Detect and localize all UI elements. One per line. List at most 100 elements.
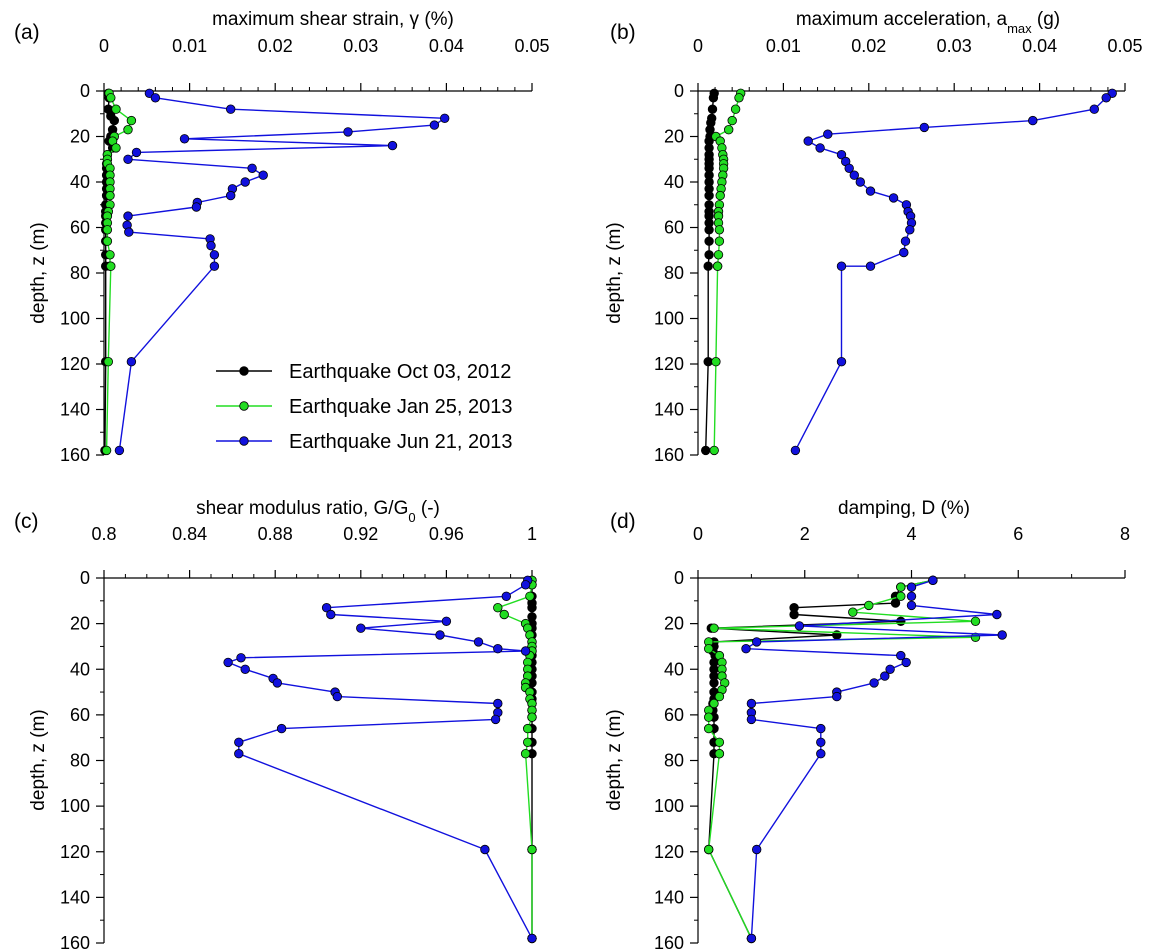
data-point-a-2	[387, 140, 398, 151]
legend-entry-jun-2013: Earthquake Jun 21, 2013	[216, 431, 513, 453]
data-point-a-2	[209, 250, 220, 260]
data-point-b-0	[704, 190, 714, 201]
data-point-d-1	[709, 623, 719, 633]
data-point-b-1	[709, 445, 719, 456]
x-tick-label-d: 4	[906, 524, 916, 544]
y-tick-label-d: 120	[654, 842, 684, 862]
data-point-a-2	[150, 93, 161, 103]
y-tick-label-c: 0	[80, 568, 90, 588]
data-point-a-1	[123, 124, 133, 135]
data-point-a-2	[179, 134, 190, 144]
data-point-b-2	[790, 445, 801, 456]
panel-label-a: (a)	[14, 21, 40, 44]
y-tick-label-d: 20	[664, 614, 684, 634]
data-point-d-1	[714, 737, 725, 748]
y-tick-label-a: 0	[80, 81, 90, 101]
data-point-b-0	[708, 93, 719, 103]
panel-a: 0 0.01 0.02 0.03 0.04 0.05 0 20 40 60 80 100 120 140 1…	[14, 9, 550, 465]
data-point-c-2	[223, 657, 233, 668]
data-point-d-1	[714, 749, 725, 759]
x-tick-label-a: 0	[99, 36, 109, 56]
y-tick-label-b: 120	[654, 354, 684, 374]
data-point-d-2	[896, 650, 906, 661]
x-tick-label-d: 6	[1013, 524, 1023, 544]
y-tick-label-b: 140	[654, 400, 684, 420]
series-c-1	[493, 575, 537, 944]
data-point-d-2	[752, 844, 762, 855]
x-tick-label-a: 0.03	[343, 36, 378, 56]
data-point-d-2	[741, 644, 751, 654]
data-point-c-1	[499, 609, 509, 620]
y-tick-label-b: 0	[674, 81, 684, 101]
data-point-a-2	[114, 445, 125, 456]
data-point-c-2	[321, 603, 332, 613]
data-point-b-1	[714, 225, 725, 235]
data-point-d-0	[890, 598, 901, 608]
legend-label-oct-2012: Earthquake Oct 03, 2012	[289, 361, 511, 383]
data-point-d-1	[704, 712, 714, 722]
x-axis-title-d: damping, D (%)	[838, 498, 970, 519]
legend-marker-oct-2012	[239, 366, 249, 376]
data-point-d-2	[906, 591, 917, 602]
x-tick-label-b: 0.05	[1107, 36, 1142, 56]
legend-marker-jun-2013	[239, 436, 249, 446]
data-point-d-1	[970, 616, 981, 627]
data-point-d-2	[746, 933, 757, 944]
data-point-c-2	[520, 646, 531, 656]
y-tick-label-c: 100	[60, 796, 90, 816]
data-point-c-1	[523, 737, 533, 748]
data-point-b-2	[1089, 104, 1100, 114]
x-tick-label-c: 1	[527, 524, 537, 544]
data-point-c-1	[523, 723, 533, 734]
y-tick-label-c: 140	[60, 887, 90, 907]
y-tick-label-d: 140	[654, 887, 684, 907]
data-point-c-2	[527, 933, 537, 944]
data-point-b-2	[865, 186, 876, 196]
series-a-2	[114, 88, 450, 456]
legend-marker-jan-2013	[239, 401, 249, 411]
legend-entry-jan-2013: Earthquake Jan 25, 2013	[216, 396, 513, 418]
data-point-c-1	[520, 749, 531, 759]
data-point-b-0	[704, 236, 714, 246]
data-point-d-2	[880, 671, 890, 681]
panel-c: 0.8 0.84 0.88 0.92 0.96 1 0 20 40 60 80 100 120 140 16…	[14, 498, 537, 949]
data-point-a-2	[247, 163, 257, 174]
data-point-b-2	[1028, 115, 1038, 126]
series-b-0	[701, 88, 719, 456]
data-point-a-0	[109, 115, 120, 126]
data-point-c-2	[520, 580, 531, 590]
y-axis-title-d: depth, z (m)	[604, 709, 625, 810]
data-point-a-1	[105, 250, 115, 260]
data-point-a-1	[126, 115, 137, 126]
data-point-d-1	[704, 723, 714, 734]
data-point-a-2	[123, 211, 133, 221]
data-point-a-2	[206, 240, 216, 251]
data-point-b-1	[714, 236, 725, 246]
data-point-b-2	[900, 236, 911, 246]
data-point-d-2	[832, 691, 842, 702]
panel-label-c: (c)	[14, 510, 39, 533]
data-point-d-2	[997, 630, 1007, 640]
data-point-d-1	[896, 582, 906, 592]
data-point-a-2	[258, 170, 268, 180]
data-point-d-0	[709, 678, 719, 688]
y-tick-label-d: 100	[654, 796, 684, 816]
data-point-b-1	[727, 115, 737, 126]
x-tick-label-c: 0.92	[343, 524, 378, 544]
data-point-d-2	[816, 723, 826, 734]
data-point-b-2	[836, 357, 847, 367]
data-point-b-1	[713, 250, 724, 260]
data-point-d-1	[704, 644, 714, 654]
data-point-a-1	[102, 236, 113, 246]
data-point-c-2	[326, 609, 336, 620]
data-point-a-1	[102, 225, 113, 235]
data-point-d-2	[906, 600, 917, 611]
x-tick-label-d: 0	[693, 524, 703, 544]
series-d-1	[704, 575, 981, 944]
data-point-a-2	[225, 190, 236, 201]
data-point-d-1	[896, 591, 906, 602]
data-point-c-0	[527, 603, 537, 613]
data-point-d-1	[864, 600, 874, 611]
data-point-c-2	[473, 637, 484, 647]
data-point-b-2	[815, 143, 825, 153]
